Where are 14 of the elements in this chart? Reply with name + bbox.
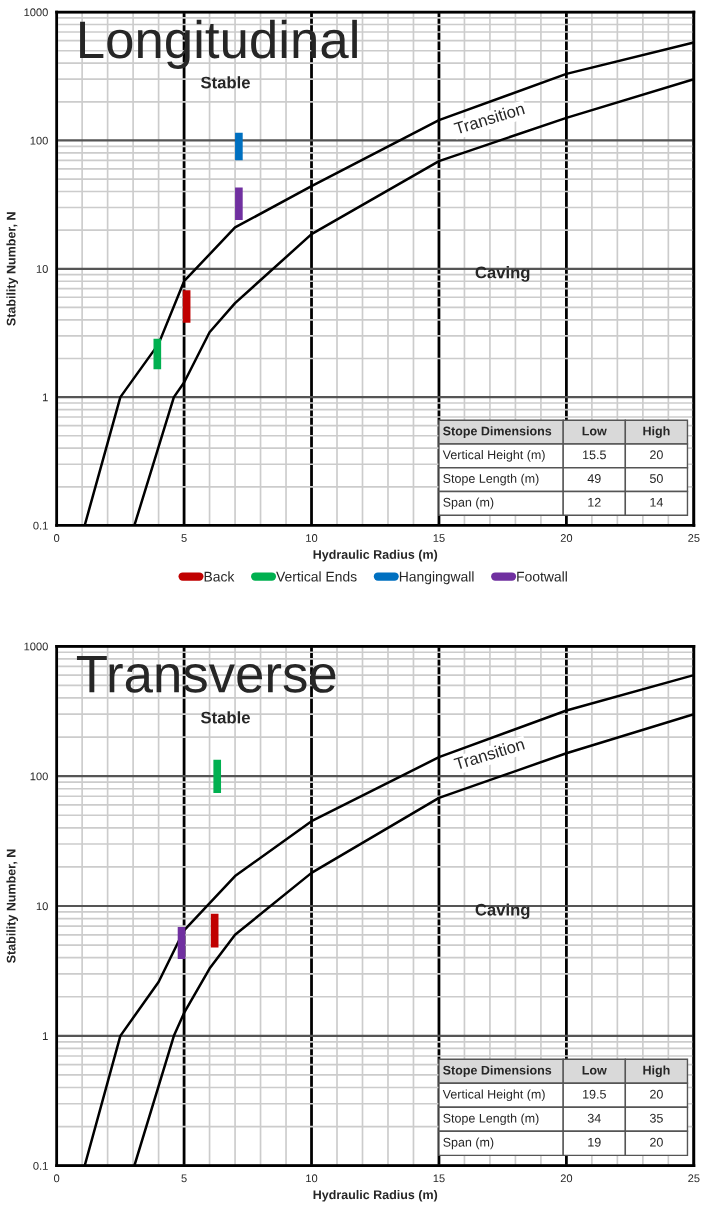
chart-title: Transverse	[76, 656, 336, 693]
bar	[213, 759, 222, 794]
bar	[153, 338, 162, 370]
annotation: Transition	[453, 102, 525, 135]
bar	[177, 926, 186, 960]
bar	[235, 187, 243, 220]
annotation: Stable	[200, 711, 250, 724]
bar	[182, 290, 191, 323]
annotation: Stable	[200, 76, 250, 89]
annotation: Caving	[475, 266, 530, 282]
bar	[235, 132, 243, 161]
annotation: Transition	[453, 737, 525, 771]
bar	[210, 913, 219, 948]
annotation: Caving	[475, 903, 530, 919]
